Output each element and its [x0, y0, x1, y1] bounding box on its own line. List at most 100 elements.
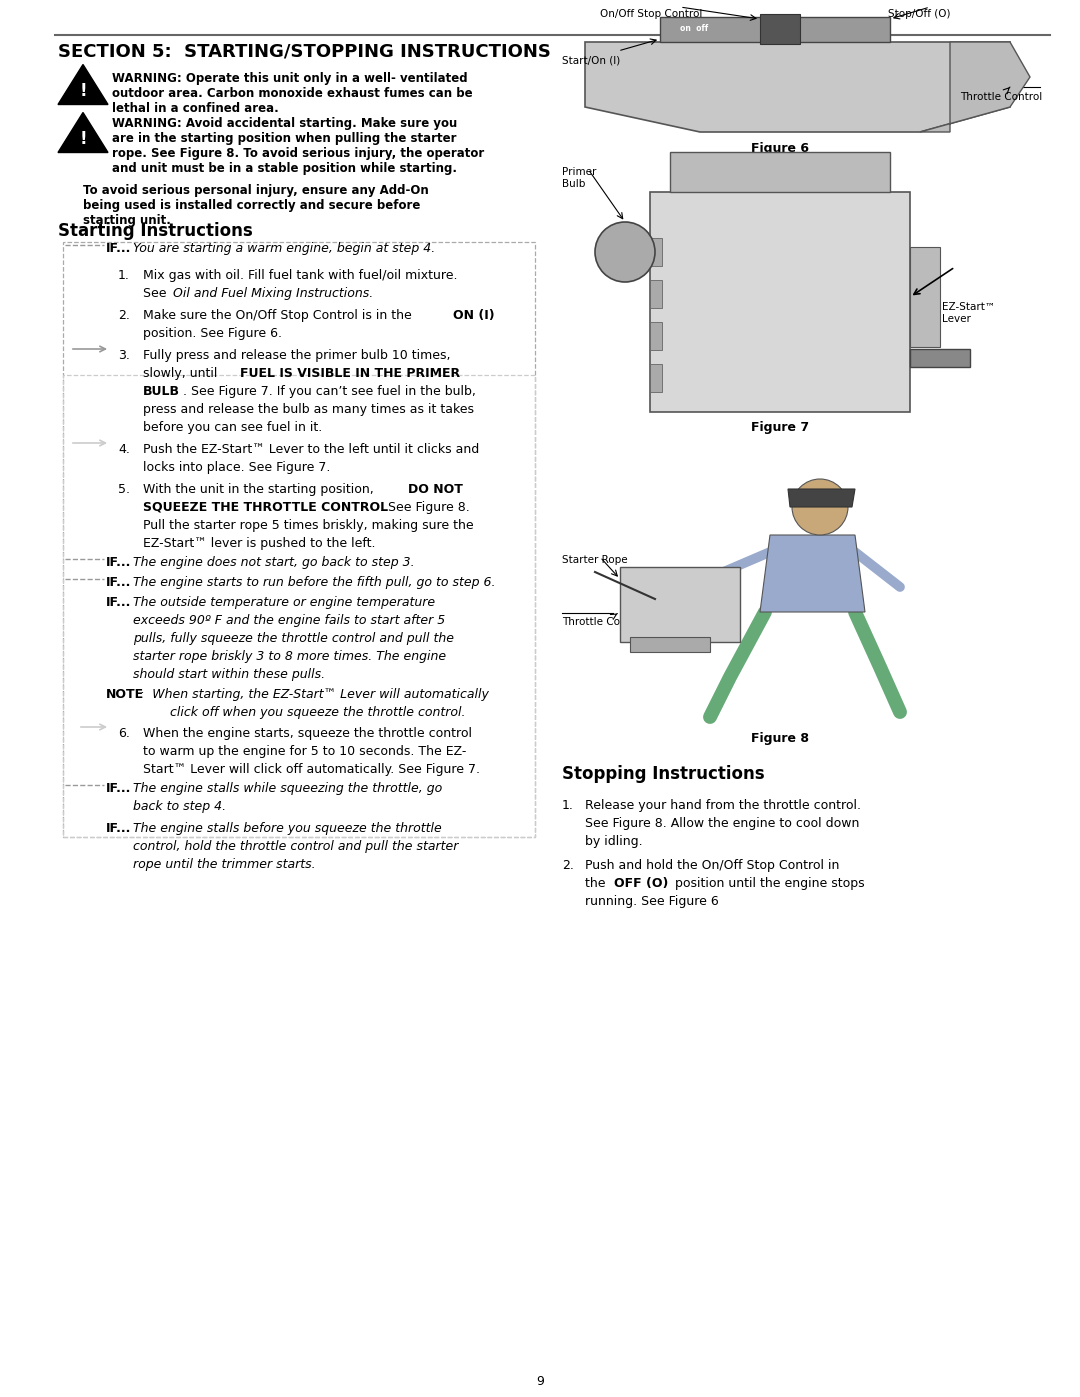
Text: control, hold the throttle control and pull the starter: control, hold the throttle control and p…: [133, 840, 458, 854]
Text: To avoid serious personal injury, ensure any Add-On
being used is installed corr: To avoid serious personal injury, ensure…: [83, 184, 429, 226]
Polygon shape: [920, 42, 1030, 131]
Text: on  off: on off: [680, 24, 708, 32]
Text: Push and hold the On/Off Stop Control in: Push and hold the On/Off Stop Control in: [585, 859, 839, 872]
Bar: [670, 152, 890, 191]
Text: position until the engine stops: position until the engine stops: [671, 877, 865, 890]
Text: rope until the trimmer starts.: rope until the trimmer starts.: [133, 858, 315, 870]
Text: On/Off Stop Control: On/Off Stop Control: [600, 8, 702, 20]
Text: The engine does not start, go back to step 3.: The engine does not start, go back to st…: [133, 556, 415, 569]
Text: 2.: 2.: [118, 309, 130, 321]
Text: Push the EZ-Start™ Lever to the left until it clicks and: Push the EZ-Start™ Lever to the left unt…: [143, 443, 480, 455]
Text: IF...: IF...: [106, 821, 132, 835]
Text: 9: 9: [536, 1375, 544, 1389]
Text: The outside temperature or engine temperature: The outside temperature or engine temper…: [133, 597, 435, 609]
Text: IF...: IF...: [106, 782, 132, 795]
Text: 6.: 6.: [118, 726, 130, 740]
Text: Fully press and release the primer bulb 10 times,: Fully press and release the primer bulb …: [143, 349, 450, 362]
Bar: [910, 349, 970, 367]
Text: Start/On (I): Start/On (I): [562, 54, 620, 66]
Text: Figure 7: Figure 7: [751, 420, 809, 434]
Text: by idling.: by idling.: [585, 835, 643, 848]
Text: ON (I): ON (I): [453, 309, 495, 321]
Text: . See Figure 7. If you can’t see fuel in the bulb,: . See Figure 7. If you can’t see fuel in…: [183, 386, 476, 398]
Text: 1.: 1.: [118, 270, 130, 282]
Text: 4.: 4.: [118, 443, 130, 455]
Text: BULB: BULB: [143, 386, 180, 398]
Text: the: the: [585, 877, 609, 890]
Text: Stopping Instructions: Stopping Instructions: [562, 766, 765, 782]
Polygon shape: [58, 113, 108, 152]
Text: Figure 6: Figure 6: [751, 142, 809, 155]
Text: to warm up the engine for 5 to 10 seconds. The EZ-: to warm up the engine for 5 to 10 second…: [143, 745, 467, 759]
Text: OFF (O): OFF (O): [615, 877, 669, 890]
Text: Pull the starter rope 5 times briskly, making sure the: Pull the starter rope 5 times briskly, m…: [143, 520, 474, 532]
Bar: [650, 191, 910, 412]
Text: starter rope briskly 3 to 8 more times. The engine: starter rope briskly 3 to 8 more times. …: [133, 650, 446, 664]
Text: NOTE: NOTE: [106, 687, 144, 701]
Text: 3.: 3.: [118, 349, 130, 362]
Text: !: !: [79, 130, 86, 148]
Text: 5.: 5.: [118, 483, 130, 496]
Polygon shape: [760, 535, 865, 612]
Text: See Figure 8. Allow the engine to cool down: See Figure 8. Allow the engine to cool d…: [585, 817, 860, 830]
Text: running. See Figure 6: running. See Figure 6: [585, 895, 719, 908]
Bar: [910, 247, 940, 346]
Text: position. See Figure 6.: position. See Figure 6.: [143, 327, 282, 339]
Text: IF...: IF...: [106, 597, 132, 609]
Bar: [650, 365, 662, 393]
Text: Throttle Control: Throttle Control: [562, 617, 645, 627]
Text: before you can see fuel in it.: before you can see fuel in it.: [143, 420, 322, 434]
Text: WARNING: Avoid accidental starting. Make sure you
are in the starting position w: WARNING: Avoid accidental starting. Make…: [112, 117, 484, 175]
Text: back to step 4.: back to step 4.: [133, 800, 226, 813]
Text: Starter Rope: Starter Rope: [562, 555, 627, 564]
Text: . See Figure 8.: . See Figure 8.: [380, 502, 470, 514]
Text: SECTION 5:  STARTING/STOPPING INSTRUCTIONS: SECTION 5: STARTING/STOPPING INSTRUCTION…: [58, 42, 551, 60]
Text: Start™ Lever will click off automatically. See Figure 7.: Start™ Lever will click off automaticall…: [143, 763, 480, 775]
Polygon shape: [788, 489, 855, 507]
Text: Figure 8: Figure 8: [751, 732, 809, 745]
Text: Mix gas with oil. Fill fuel tank with fuel/oil mixture.: Mix gas with oil. Fill fuel tank with fu…: [143, 270, 458, 282]
Bar: [650, 237, 662, 265]
Text: With the unit in the starting position,: With the unit in the starting position,: [143, 483, 378, 496]
Text: slowly, until: slowly, until: [143, 367, 221, 380]
Text: IF...: IF...: [106, 556, 132, 569]
Text: 1.: 1.: [562, 799, 573, 812]
Text: 2.: 2.: [562, 859, 573, 872]
Text: When the engine starts, squeeze the throttle control: When the engine starts, squeeze the thro…: [143, 726, 472, 740]
Text: press and release the bulb as many times as it takes: press and release the bulb as many times…: [143, 402, 474, 416]
Text: should start within these pulls.: should start within these pulls.: [133, 668, 325, 680]
Text: Stop/Off (O): Stop/Off (O): [888, 8, 950, 20]
Text: See: See: [143, 286, 171, 300]
Text: The engine starts to run before the fifth pull, go to step 6.: The engine starts to run before the fift…: [133, 576, 496, 590]
Text: Oil and Fuel Mixing Instructions.: Oil and Fuel Mixing Instructions.: [173, 286, 374, 300]
Polygon shape: [660, 17, 890, 42]
Bar: [650, 279, 662, 307]
Circle shape: [595, 222, 654, 282]
Text: Release your hand from the throttle control.: Release your hand from the throttle cont…: [585, 799, 861, 812]
Text: :  When starting, the EZ-Start™ Lever will automatically: : When starting, the EZ-Start™ Lever wil…: [140, 687, 489, 701]
Text: IF...: IF...: [106, 242, 132, 256]
Text: IF...: IF...: [106, 576, 132, 590]
Text: EZ-Start™
Lever: EZ-Start™ Lever: [942, 302, 996, 324]
Bar: [620, 567, 740, 643]
Text: WARNING: Operate this unit only in a well- ventilated
outdoor area. Carbon monox: WARNING: Operate this unit only in a wel…: [112, 73, 473, 115]
Text: SQUEEZE THE THROTTLE CONTROL: SQUEEZE THE THROTTLE CONTROL: [143, 502, 388, 514]
Text: FUEL IS VISIBLE IN THE PRIMER: FUEL IS VISIBLE IN THE PRIMER: [240, 367, 460, 380]
Text: Starting Instructions: Starting Instructions: [58, 222, 253, 240]
Text: locks into place. See Figure 7.: locks into place. See Figure 7.: [143, 461, 330, 474]
Text: The engine stalls before you squeeze the throttle: The engine stalls before you squeeze the…: [133, 821, 442, 835]
Circle shape: [792, 479, 848, 535]
Text: EZ-Start™ lever is pushed to the left.: EZ-Start™ lever is pushed to the left.: [143, 536, 376, 550]
Text: exceeds 90º F and the engine fails to start after 5: exceeds 90º F and the engine fails to st…: [133, 615, 445, 627]
Bar: [650, 321, 662, 351]
Text: pulls, fully squeeze the throttle control and pull the: pulls, fully squeeze the throttle contro…: [133, 631, 454, 645]
Text: DO NOT: DO NOT: [408, 483, 463, 496]
Text: Make sure the On/Off Stop Control is in the: Make sure the On/Off Stop Control is in …: [143, 309, 416, 321]
Polygon shape: [585, 42, 1010, 131]
Text: You are starting a warm engine, begin at step 4.: You are starting a warm engine, begin at…: [133, 242, 435, 256]
Text: click off when you squeeze the throttle control.: click off when you squeeze the throttle …: [170, 705, 465, 719]
Text: Primer
Bulb: Primer Bulb: [562, 168, 596, 189]
Text: !: !: [79, 82, 86, 99]
Text: Throttle Control: Throttle Control: [960, 92, 1042, 102]
Bar: [760, 14, 800, 43]
